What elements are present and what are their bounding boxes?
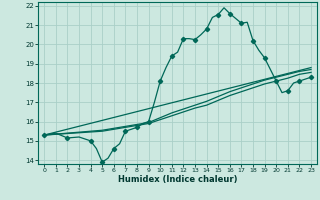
X-axis label: Humidex (Indice chaleur): Humidex (Indice chaleur)	[118, 175, 237, 184]
